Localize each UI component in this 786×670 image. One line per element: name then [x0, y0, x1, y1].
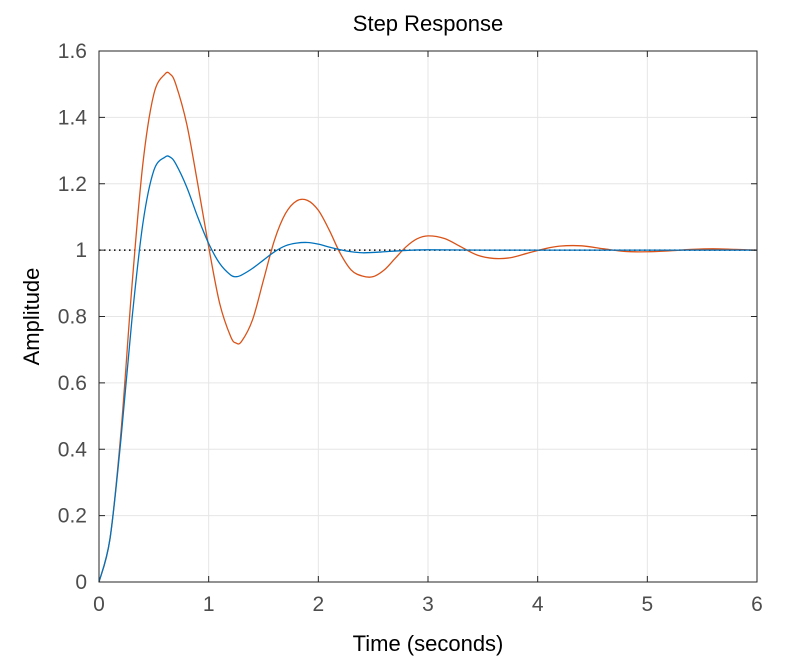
x-tick-label: 2 [312, 593, 324, 616]
x-tick-labels: 0 1 2 3 4 5 6 [93, 593, 763, 616]
y-tick-label: 0 [75, 571, 87, 594]
x-tick-label: 1 [203, 593, 215, 616]
grid [99, 51, 757, 582]
x-tick-label: 4 [532, 593, 544, 616]
y-tick-label: 0.8 [58, 306, 87, 329]
y-tick-label: 1.6 [58, 40, 87, 63]
tick-marks [98, 50, 758, 583]
y-tick-labels: 0 0.2 0.4 0.6 0.8 1 1.2 1.4 1.6 [58, 40, 88, 594]
y-tick-label: 0.2 [58, 505, 87, 528]
x-tick-label: 5 [641, 593, 653, 616]
y-axis-label: Amplitude [19, 268, 44, 366]
y-tick-label: 1.2 [58, 173, 87, 196]
y-tick-label: 1 [75, 239, 87, 262]
x-tick-label: 6 [751, 593, 763, 616]
y-tick-label: 0.4 [58, 438, 88, 461]
x-tick-label: 3 [422, 593, 434, 616]
x-tick-label: 0 [93, 593, 105, 616]
series-line-2 [98, 71, 758, 583]
y-tick-label: 0.6 [58, 372, 87, 395]
x-axis-label: Time (seconds) [353, 631, 504, 656]
chart-title: Step Response [353, 11, 503, 36]
y-tick-label: 1.4 [58, 106, 88, 129]
series-line-1 [98, 155, 757, 583]
series-group [98, 71, 758, 583]
